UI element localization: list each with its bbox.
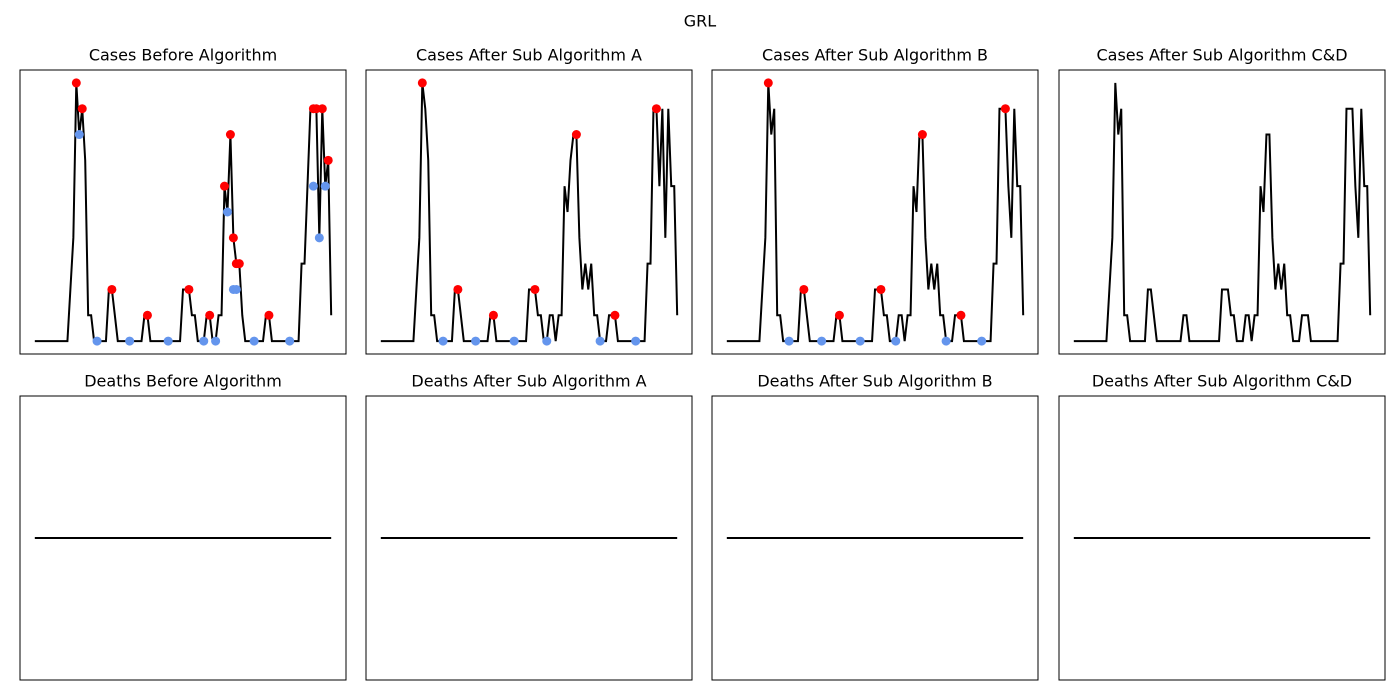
series-line — [1073, 82, 1372, 343]
chart-title: Cases Before Algorithm — [89, 46, 277, 65]
peak-marker — [92, 336, 102, 346]
peak-marker — [1000, 104, 1010, 114]
peak-marker — [107, 284, 117, 294]
peak-marker — [438, 336, 448, 346]
peak-marker — [651, 104, 661, 114]
chart-title: Cases After Sub Algorithm B — [762, 46, 988, 65]
peak-marker — [509, 336, 519, 346]
peak-marker — [453, 284, 463, 294]
chart-title: Deaths After Sub Algorithm B — [757, 372, 992, 391]
peak-marker — [834, 310, 844, 320]
peak-marker — [314, 233, 324, 243]
peak-marker — [308, 181, 318, 191]
peak-marker — [234, 259, 244, 269]
peak-marker — [941, 336, 951, 346]
peak-marker — [595, 336, 605, 346]
figure-title: GRL — [684, 12, 717, 31]
peak-marker — [631, 336, 641, 346]
plot-frame — [1058, 395, 1386, 681]
chart-title: Cases After Sub Algorithm A — [416, 46, 642, 65]
peak-marker — [163, 336, 173, 346]
chart-title: Cases After Sub Algorithm C&D — [1096, 46, 1347, 65]
peak-marker — [77, 104, 87, 114]
peak-marker — [222, 207, 232, 217]
plot-frame — [19, 395, 347, 681]
peak-marker — [977, 336, 987, 346]
peak-marker — [530, 284, 540, 294]
plot-frame — [711, 395, 1039, 681]
chart-title: Deaths After Sub Algorithm C&D — [1092, 372, 1352, 391]
peak-marker — [417, 78, 427, 88]
peak-marker — [71, 78, 81, 88]
peak-marker — [199, 336, 209, 346]
chart-title: Deaths After Sub Algorithm A — [411, 372, 646, 391]
peak-marker — [231, 284, 241, 294]
peak-marker — [320, 181, 330, 191]
peak-marker — [571, 130, 581, 140]
plot-frame — [19, 69, 347, 355]
peak-marker — [542, 336, 552, 346]
chart-title: Deaths Before Algorithm — [84, 372, 282, 391]
plot-frame — [711, 69, 1039, 355]
peak-marker — [876, 284, 886, 294]
peak-marker — [225, 130, 235, 140]
peak-marker — [956, 310, 966, 320]
peak-marker — [891, 336, 901, 346]
series-line — [726, 82, 1025, 343]
plot-frame — [365, 395, 693, 681]
peak-marker — [219, 181, 229, 191]
peak-marker — [74, 130, 84, 140]
peak-marker — [917, 130, 927, 140]
peak-marker — [205, 310, 215, 320]
peak-marker — [323, 155, 333, 165]
peak-marker — [249, 336, 259, 346]
peak-marker — [184, 284, 194, 294]
peak-marker — [784, 336, 794, 346]
peak-marker — [763, 78, 773, 88]
peak-marker — [488, 310, 498, 320]
series-line — [34, 82, 333, 343]
peak-marker — [228, 233, 238, 243]
peak-marker — [317, 104, 327, 114]
peak-marker — [471, 336, 481, 346]
plot-frame — [365, 69, 693, 355]
peak-marker — [264, 310, 274, 320]
peak-marker — [142, 310, 152, 320]
plot-frame — [1058, 69, 1386, 355]
peak-marker — [125, 336, 135, 346]
peak-marker — [610, 310, 620, 320]
peak-marker — [211, 336, 221, 346]
series-line — [380, 82, 679, 343]
peak-marker — [799, 284, 809, 294]
peak-marker — [855, 336, 865, 346]
peak-marker — [817, 336, 827, 346]
peak-marker — [285, 336, 295, 346]
